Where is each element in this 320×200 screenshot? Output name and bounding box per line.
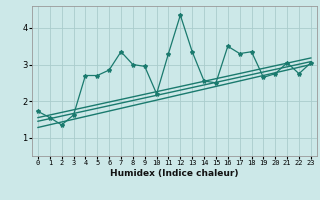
X-axis label: Humidex (Indice chaleur): Humidex (Indice chaleur) xyxy=(110,169,239,178)
